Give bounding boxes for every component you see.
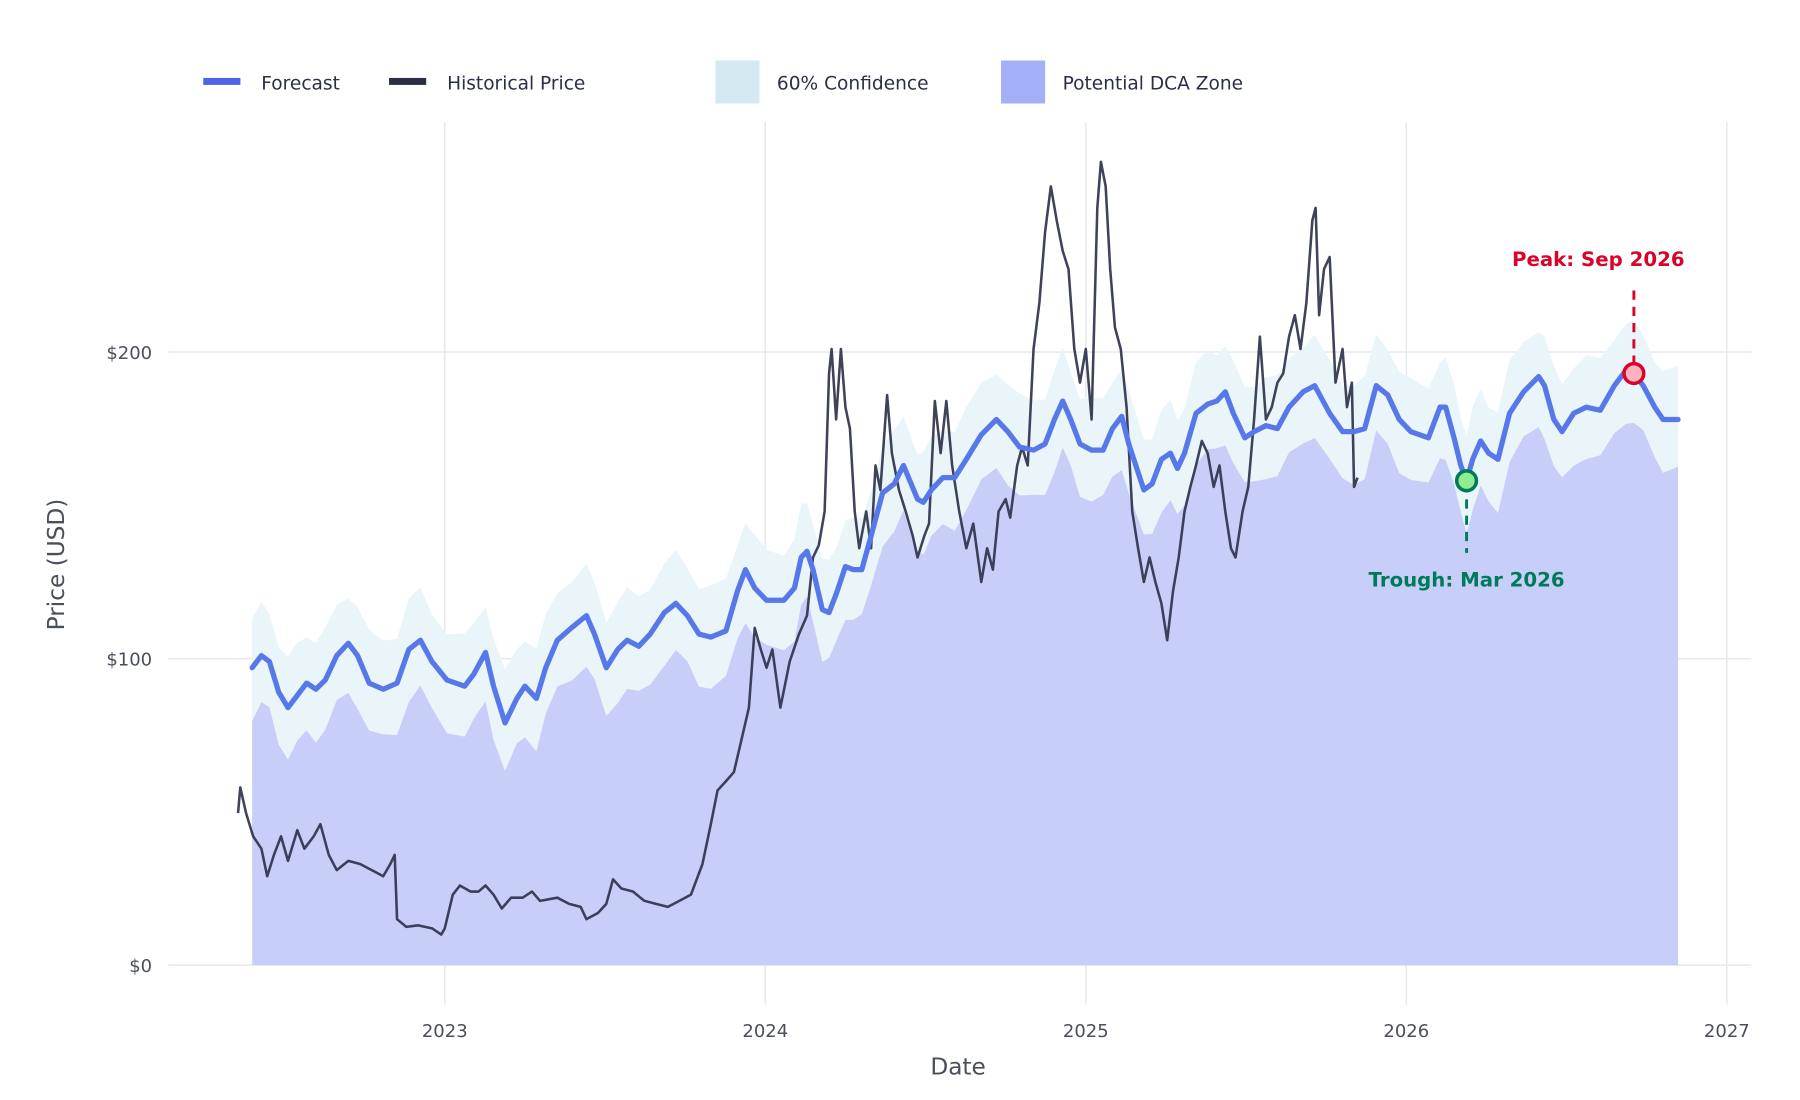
legend-label-confidence: 60% Confidence — [777, 74, 929, 95]
y-tick-label: $100 — [106, 650, 152, 671]
y-tick-label: $200 — [106, 343, 152, 364]
x-tick-label: 2026 — [1383, 1021, 1429, 1042]
dca-zone-area — [252, 422, 1679, 966]
bands-layer — [252, 320, 1679, 966]
y-axis-title: Price (USD) — [43, 499, 70, 631]
historical-price-line — [236, 160, 1359, 936]
x-axis-title: Date — [930, 1053, 986, 1080]
legend-swatch-dca — [1001, 60, 1046, 104]
trough-label: Trough: Mar 2026 — [1369, 569, 1565, 592]
legend-label-forecast: Forecast — [261, 74, 340, 95]
legend-label-historical: Historical Price — [447, 74, 585, 95]
peak-label: Peak: Sep 2026 — [1512, 248, 1685, 271]
legend-swatch-historical — [389, 77, 427, 85]
legend-swatch-confidence — [715, 60, 760, 104]
x-tick-label: 2024 — [742, 1021, 788, 1042]
trough-marker — [1454, 469, 1479, 493]
legend-swatch-forecast — [203, 77, 241, 85]
x-tick-label: 2023 — [422, 1021, 468, 1042]
forecast-line — [249, 367, 1681, 726]
annotations-layer: Peak: Sep 2026 Trough: Mar 2026 — [1369, 248, 1685, 592]
peak-marker — [1622, 361, 1646, 386]
confidence-band-60 — [252, 320, 1679, 771]
legend-label-dca: Potential DCA Zone — [1063, 74, 1243, 95]
tick-labels: 2023 2024 2025 2026 2027 $0 $100 $200 — [106, 343, 1749, 1042]
x-tick-label: 2025 — [1063, 1021, 1109, 1042]
y-tick-label: $0 — [129, 956, 152, 977]
lines-layer — [236, 160, 1681, 936]
legend: Forecast Historical Price 60% Confidence… — [203, 60, 1243, 104]
x-tick-label: 2027 — [1704, 1021, 1750, 1042]
